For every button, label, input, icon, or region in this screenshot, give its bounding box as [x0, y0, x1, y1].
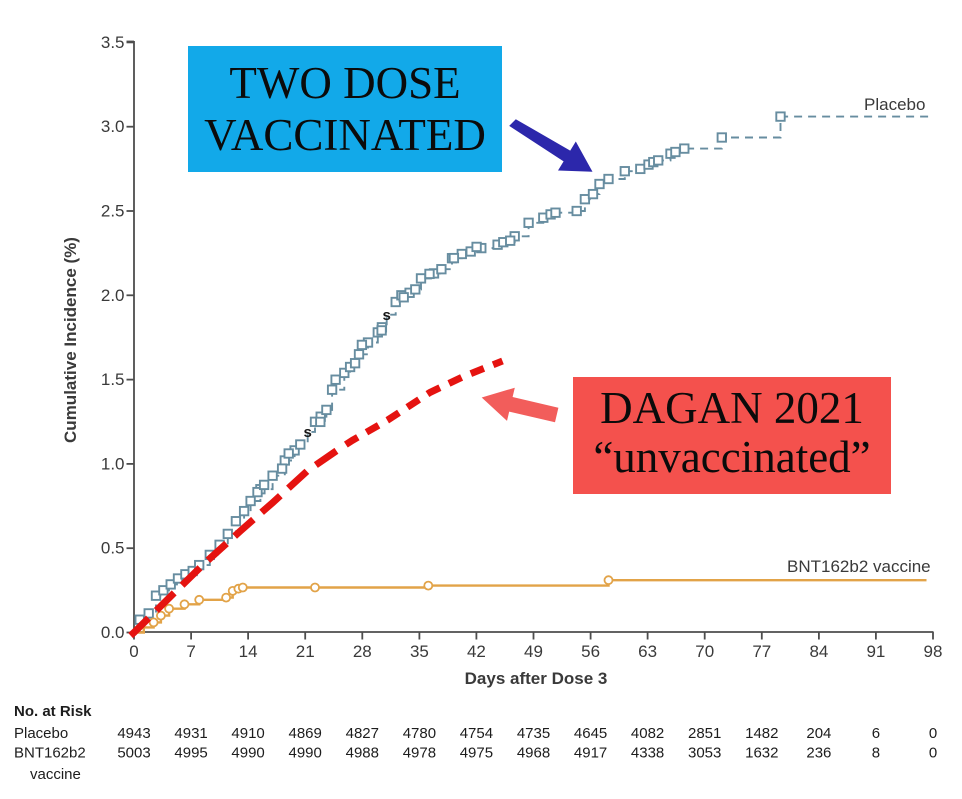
- svg-text:VACCINATED: VACCINATED: [204, 110, 486, 160]
- svg-text:4780: 4780: [403, 725, 436, 742]
- svg-text:Days after Dose 3: Days after Dose 3: [465, 669, 608, 688]
- svg-text:4827: 4827: [346, 725, 379, 742]
- svg-text:4338: 4338: [631, 745, 664, 762]
- svg-text:4995: 4995: [174, 745, 207, 762]
- svg-text:49: 49: [524, 642, 543, 661]
- svg-text:0.0: 0.0: [101, 623, 125, 642]
- svg-text:3053: 3053: [688, 745, 721, 762]
- svg-text:35: 35: [410, 642, 429, 661]
- svg-text:3.5: 3.5: [101, 33, 125, 52]
- svg-text:4917: 4917: [574, 745, 607, 762]
- svg-text:5003: 5003: [117, 745, 150, 762]
- svg-text:4869: 4869: [289, 725, 322, 742]
- svg-text:vaccine: vaccine: [30, 766, 81, 783]
- svg-text:s: s: [383, 307, 391, 324]
- svg-text:“unvaccinated”: “unvaccinated”: [593, 432, 870, 482]
- svg-text:BNT162b2 vaccine: BNT162b2 vaccine: [787, 557, 931, 576]
- svg-text:42: 42: [467, 642, 486, 661]
- svg-text:4645: 4645: [574, 725, 607, 742]
- svg-text:28: 28: [353, 642, 372, 661]
- svg-text:4931: 4931: [174, 725, 207, 742]
- svg-text:s: s: [304, 424, 312, 441]
- svg-text:77: 77: [752, 642, 771, 661]
- svg-text:Placebo: Placebo: [14, 725, 68, 742]
- svg-text:2.0: 2.0: [101, 286, 125, 305]
- svg-text:14: 14: [239, 642, 258, 661]
- svg-text:1.0: 1.0: [101, 454, 125, 473]
- svg-text:6: 6: [872, 725, 880, 742]
- svg-text:0.5: 0.5: [101, 539, 125, 558]
- svg-text:2.5: 2.5: [101, 202, 125, 221]
- svg-text:21: 21: [296, 642, 315, 661]
- svg-text:4978: 4978: [403, 745, 436, 762]
- svg-text:1482: 1482: [745, 725, 778, 742]
- svg-text:0: 0: [129, 642, 138, 661]
- svg-text:4943: 4943: [117, 725, 150, 742]
- svg-text:63: 63: [638, 642, 657, 661]
- svg-text:70: 70: [695, 642, 714, 661]
- svg-text:TWO DOSE: TWO DOSE: [229, 58, 460, 108]
- svg-text:7: 7: [186, 642, 195, 661]
- svg-text:4988: 4988: [346, 745, 379, 762]
- svg-text:DAGAN 2021: DAGAN 2021: [600, 383, 864, 433]
- svg-text:98: 98: [924, 642, 943, 661]
- svg-text:4968: 4968: [517, 745, 550, 762]
- svg-text:4082: 4082: [631, 725, 664, 742]
- svg-text:56: 56: [581, 642, 600, 661]
- svg-text:Cumulative Incidence (%): Cumulative Incidence (%): [61, 237, 80, 443]
- svg-text:Placebo: Placebo: [864, 95, 925, 114]
- svg-text:4735: 4735: [517, 725, 550, 742]
- svg-text:0: 0: [929, 725, 937, 742]
- svg-text:236: 236: [806, 745, 831, 762]
- svg-text:4754: 4754: [460, 725, 493, 742]
- svg-text:204: 204: [806, 725, 831, 742]
- svg-text:91: 91: [866, 642, 885, 661]
- svg-text:1.5: 1.5: [101, 370, 125, 389]
- svg-text:4910: 4910: [231, 725, 264, 742]
- svg-text:No. at Risk: No. at Risk: [14, 703, 92, 720]
- svg-text:3.0: 3.0: [101, 117, 125, 136]
- svg-text:2851: 2851: [688, 725, 721, 742]
- svg-text:8: 8: [872, 745, 880, 762]
- svg-text:84: 84: [809, 642, 828, 661]
- svg-text:4990: 4990: [231, 745, 264, 762]
- svg-text:BNT162b2: BNT162b2: [14, 745, 86, 762]
- svg-text:4990: 4990: [289, 745, 322, 762]
- svg-text:4975: 4975: [460, 745, 493, 762]
- svg-text:0: 0: [929, 745, 937, 762]
- svg-text:1632: 1632: [745, 745, 778, 762]
